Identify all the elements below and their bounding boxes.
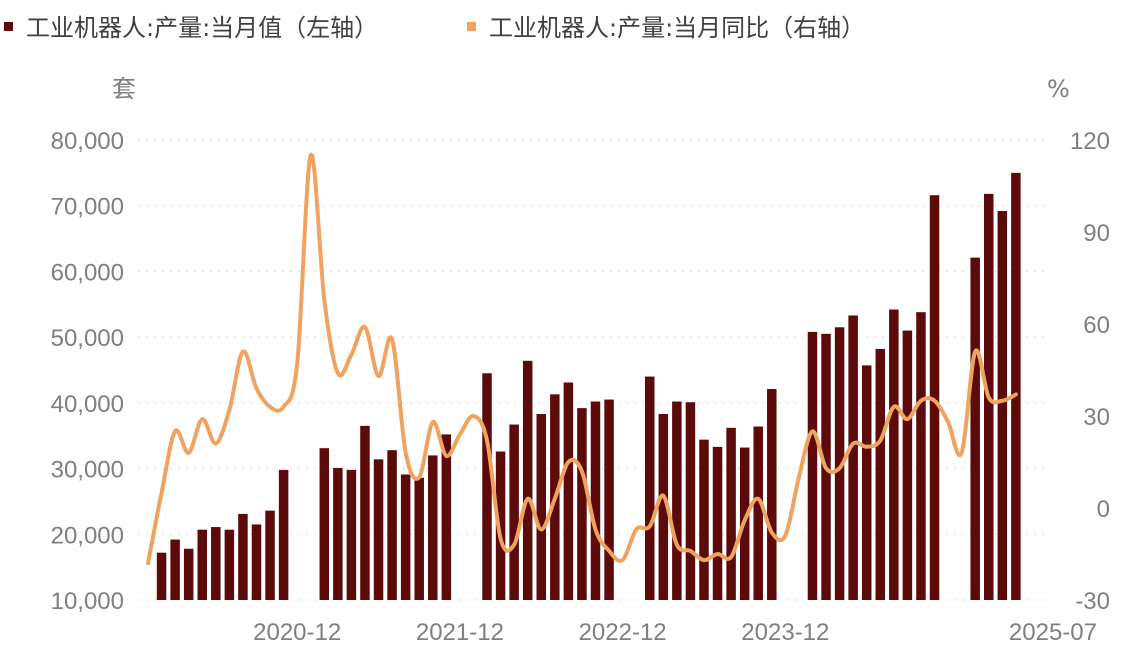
- x-tick-label: 2022-12: [579, 619, 667, 646]
- right-tick-label: 30: [1083, 404, 1110, 431]
- bar: [807, 331, 818, 600]
- x-tick-label: 2025-07: [1009, 619, 1097, 646]
- left-tick-label: 50,000: [51, 325, 124, 352]
- bar: [156, 552, 167, 600]
- bar-series: [156, 172, 1021, 600]
- x-tick-label: 2021-12: [416, 619, 504, 646]
- bar: [712, 446, 723, 600]
- right-axis-unit: %: [1047, 75, 1070, 103]
- bar: [902, 330, 913, 600]
- right-tick-label: 120: [1070, 128, 1110, 155]
- bar: [238, 513, 248, 600]
- bar: [1011, 172, 1021, 600]
- left-axis-unit: 套: [112, 75, 136, 103]
- bar: [265, 510, 275, 600]
- bar: [211, 527, 221, 600]
- left-tick-label: 60,000: [51, 259, 124, 286]
- bar: [441, 434, 452, 600]
- right-tick-label: 60: [1083, 312, 1110, 339]
- bar: [644, 376, 655, 600]
- bar: [753, 426, 763, 600]
- bar: [889, 309, 899, 600]
- bar: [658, 414, 669, 600]
- bar: [414, 477, 424, 600]
- bar: [685, 402, 696, 600]
- legend-line-swatch: [467, 22, 476, 31]
- bar: [848, 315, 858, 600]
- legend-line-label: 工业机器人:产量:当月同比（右轴）: [489, 14, 865, 42]
- bar: [387, 450, 397, 600]
- bar: [495, 451, 506, 600]
- bar: [197, 529, 207, 600]
- bar: [536, 414, 547, 600]
- bar: [509, 424, 519, 600]
- left-tick-label: 80,000: [51, 128, 124, 155]
- bar: [319, 448, 330, 600]
- x-tick-label: 2020-12: [253, 619, 341, 646]
- bar: [428, 455, 438, 600]
- bar: [590, 401, 601, 600]
- x-tick-label: 2023-12: [741, 619, 829, 646]
- bar: [929, 195, 940, 600]
- bar: [604, 399, 614, 600]
- bar: [916, 312, 926, 600]
- bar: [767, 389, 777, 600]
- left-tick-label: 70,000: [51, 194, 124, 221]
- bar: [563, 382, 574, 600]
- bar: [183, 548, 194, 600]
- bar: [170, 539, 180, 600]
- bar: [861, 365, 872, 600]
- bar: [373, 459, 384, 600]
- bar: [834, 327, 845, 600]
- right-tick-label: 90: [1083, 220, 1110, 247]
- bar: [482, 373, 492, 600]
- bar: [970, 257, 980, 600]
- bar: [875, 348, 886, 600]
- legend-bar-label: 工业机器人:产量:当月值（左轴）: [26, 14, 378, 42]
- bar: [522, 360, 533, 600]
- yoy-line: [146, 153, 1018, 566]
- bar: [400, 474, 411, 600]
- bar: [333, 467, 343, 600]
- left-tick-label: 30,000: [51, 457, 124, 484]
- bar: [251, 524, 262, 600]
- left-tick-label: 20,000: [51, 522, 124, 549]
- bar: [699, 439, 709, 600]
- left-tick-label: 40,000: [51, 391, 124, 418]
- right-tick-label: -30: [1075, 588, 1110, 615]
- bar: [360, 425, 370, 600]
- right-axis-ticks: -30 0 30 60 90 120: [1070, 128, 1110, 615]
- bar: [224, 529, 235, 600]
- bar: [278, 469, 289, 600]
- legend-bar-swatch: [4, 22, 13, 31]
- x-axis-ticks: 2020-12 2021-12 2022-12 2023-12 2025-07: [253, 619, 1097, 646]
- bar: [346, 469, 357, 600]
- right-tick-label: 0: [1097, 496, 1110, 523]
- left-axis-ticks: 10,000 20,000 30,000 40,000 50,000 60,000 70,0…: [51, 128, 124, 615]
- bar: [726, 427, 736, 600]
- bar: [672, 401, 682, 600]
- left-tick-label: 10,000: [51, 588, 124, 615]
- bar: [997, 210, 1008, 600]
- bar: [577, 408, 587, 600]
- legend: 工业机器人:产量:当月值（左轴） 工业机器人:产量:当月同比（右轴）: [4, 14, 865, 42]
